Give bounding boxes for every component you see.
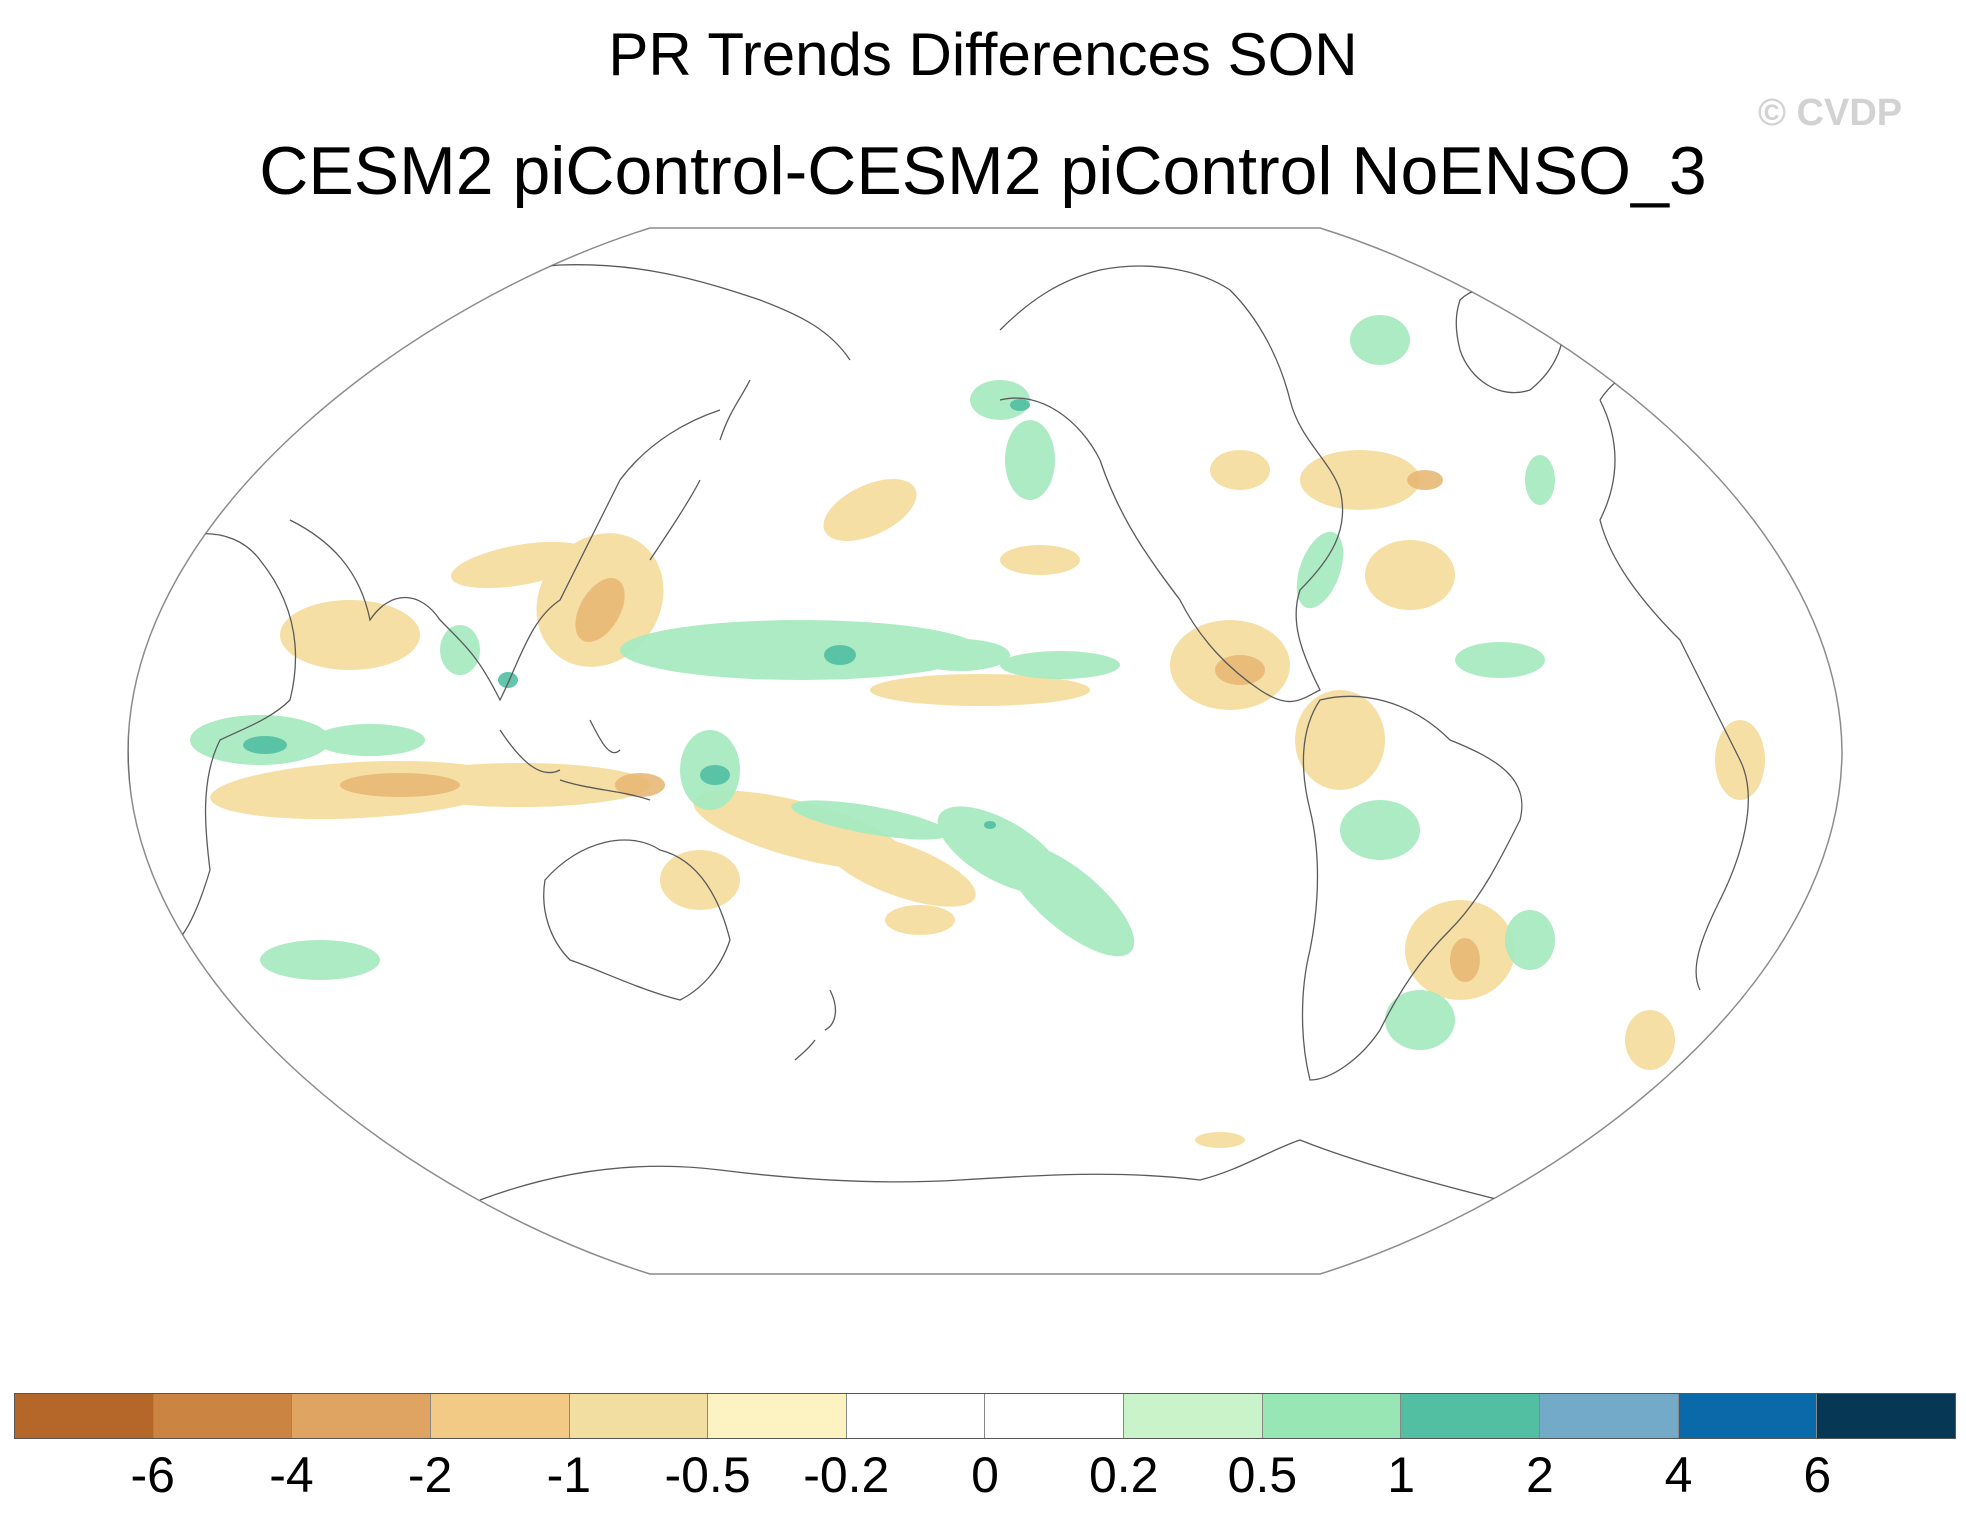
colorbar-tick-label: 0.5 <box>1227 1447 1298 1503</box>
colorbar-tick-label: -6 <box>130 1447 175 1503</box>
colorbar-tick-label: 6 <box>1803 1447 1832 1503</box>
colorbar-segment <box>153 1394 293 1438</box>
colorbar-tick-label: 0.2 <box>1088 1447 1159 1503</box>
colorbar-tick-label: 1 <box>1387 1447 1416 1503</box>
colorbar-segment <box>430 1394 570 1438</box>
colorbar-segment <box>15 1394 154 1438</box>
cvdp-watermark: © CVDP <box>1758 92 1903 134</box>
colorbar-segment <box>1817 1394 1955 1438</box>
colorbar-tick-label: -4 <box>269 1447 314 1503</box>
colorbar-segment <box>1262 1394 1402 1438</box>
colorbar-segment <box>569 1394 709 1438</box>
colorbar-segment <box>1678 1394 1818 1438</box>
colorbar-tick-label: -2 <box>407 1447 453 1503</box>
colorbar-segment <box>985 1394 1125 1438</box>
map-subtitle: CESM2 piControl-CESM2 piControl NoENSO_3 <box>259 133 1707 209</box>
colorbar-segment <box>1540 1394 1679 1438</box>
colorbar-tick-label: -1 <box>546 1447 592 1503</box>
colorbar-segment <box>1401 1394 1541 1438</box>
colorbar-tick-label: 4 <box>1664 1447 1693 1503</box>
colorbar-tick-label: -0.5 <box>664 1447 751 1503</box>
colorbar-segment <box>708 1394 847 1438</box>
colorbar-tick-label: 0 <box>971 1447 999 1503</box>
colorbar-tick-label: -0.2 <box>803 1447 890 1503</box>
colorbar-segment <box>1124 1394 1263 1438</box>
colorbar-segment <box>846 1394 986 1438</box>
colorbar <box>14 1393 1956 1439</box>
world-map <box>127 227 1843 1275</box>
precip-anomaly-field <box>190 315 1765 1148</box>
colorbar-segment <box>292 1394 431 1438</box>
colorbar-labels: -6 -4 -2 -1 -0.5 -0.2 0 0.2 0.5 1 2 4 6 <box>0 1446 1966 1506</box>
map-title: PR Trends Differences SON <box>608 21 1358 88</box>
colorbar-tick-label: 2 <box>1525 1447 1554 1503</box>
